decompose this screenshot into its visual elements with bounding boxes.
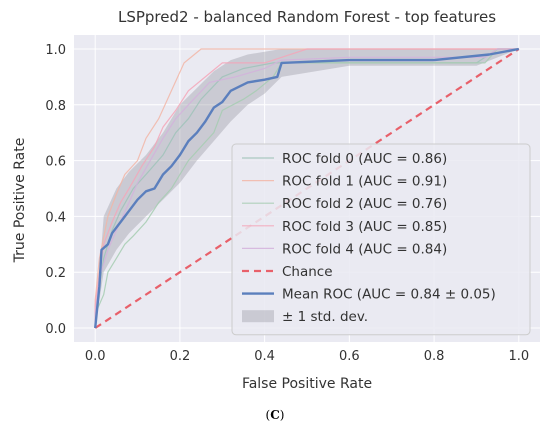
y-tick-label: 0.4 xyxy=(45,210,66,225)
figure-caption: (C) xyxy=(0,408,550,422)
legend-box xyxy=(231,143,531,336)
legend-label: ROC fold 4 (AUC = 0.84) xyxy=(282,241,447,257)
chart-title: LSPpred2 - balanced Random Forest - top … xyxy=(118,8,496,26)
x-tick-label: 0.6 xyxy=(339,349,360,364)
y-tick-label: 0.0 xyxy=(45,322,66,337)
y-tick-label: 1.0 xyxy=(45,43,66,58)
series-line-2 xyxy=(94,48,519,328)
legend-label: ROC fold 0 (AUC = 0.86) xyxy=(282,151,447,167)
y-tick-label: 0.6 xyxy=(45,155,66,170)
y-tick-label: 0.8 xyxy=(45,99,66,114)
series-line-4 xyxy=(94,48,519,328)
series-line-1 xyxy=(94,48,519,328)
legend-label: ROC fold 1 (AUC = 0.91) xyxy=(282,174,447,190)
x-tick-label: 0.4 xyxy=(254,349,275,364)
legend-label: ROC fold 2 (AUC = 0.76) xyxy=(282,196,447,212)
series-line-6 xyxy=(94,47,520,329)
std-dev-band xyxy=(95,49,519,328)
x-tick-label: 0.0 xyxy=(85,349,106,364)
x-tick-label: 0.2 xyxy=(170,349,191,364)
legend-label: Chance xyxy=(282,264,333,280)
y-tick-label: 0.2 xyxy=(45,266,66,281)
legend-label: ± 1 std. dev. xyxy=(282,309,368,325)
caption-letter: C xyxy=(270,408,280,422)
caption-open: ( xyxy=(265,408,271,422)
roc-chart: 0.0 0.2 0.4 0.6 0.8 1.0 0.0 0.2 0.4 0.6 0.8 1.0 ROC… xyxy=(12,8,540,392)
legend-label: Mean ROC (AUC = 0.84 ± 0.05) xyxy=(282,287,496,303)
legend-swatch xyxy=(242,310,274,323)
x-tick-label: 0.8 xyxy=(424,349,445,364)
x-tick-label: 1.0 xyxy=(508,349,529,364)
caption-close: ) xyxy=(279,408,285,422)
y-axis-label: True Positive Rate xyxy=(12,138,28,264)
legend-label: ROC fold 3 (AUC = 0.85) xyxy=(282,219,447,235)
x-axis-label: False Positive Rate xyxy=(242,376,372,392)
